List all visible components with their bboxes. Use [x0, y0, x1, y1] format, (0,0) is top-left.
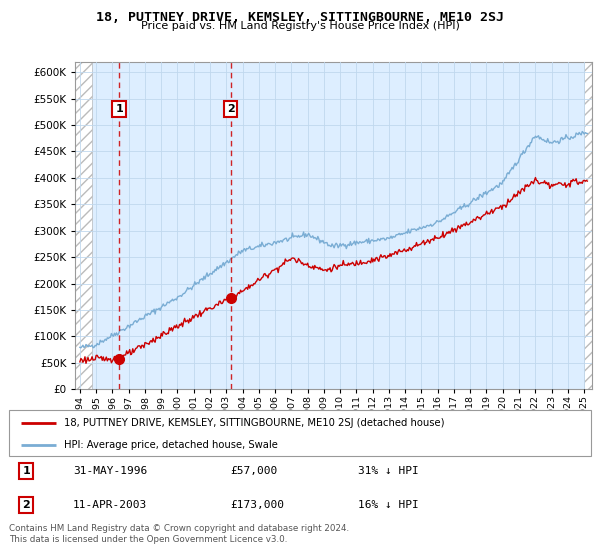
Text: Contains HM Land Registry data © Crown copyright and database right 2024.
This d: Contains HM Land Registry data © Crown c… [9, 524, 349, 544]
Text: 1: 1 [115, 104, 123, 114]
Text: 2: 2 [227, 104, 235, 114]
Text: HPI: Average price, detached house, Swale: HPI: Average price, detached house, Swal… [64, 440, 278, 450]
Bar [584, 62, 592, 389]
FancyBboxPatch shape [9, 410, 591, 456]
Text: 2: 2 [23, 500, 31, 510]
Bar [75, 62, 92, 389]
Text: 11-APR-2003: 11-APR-2003 [73, 500, 147, 510]
Text: 18, PUTTNEY DRIVE, KEMSLEY, SITTINGBOURNE, ME10 2SJ (detached house): 18, PUTTNEY DRIVE, KEMSLEY, SITTINGBOURN… [64, 418, 445, 428]
Text: Price paid vs. HM Land Registry's House Price Index (HPI): Price paid vs. HM Land Registry's House … [140, 21, 460, 31]
Text: 18, PUTTNEY DRIVE, KEMSLEY, SITTINGBOURNE, ME10 2SJ: 18, PUTTNEY DRIVE, KEMSLEY, SITTINGBOURN… [96, 11, 504, 24]
Text: 1: 1 [23, 466, 31, 476]
Text: 31% ↓ HPI: 31% ↓ HPI [358, 466, 419, 476]
Text: 16% ↓ HPI: 16% ↓ HPI [358, 500, 419, 510]
Text: 31-MAY-1996: 31-MAY-1996 [73, 466, 147, 476]
Bar [75, 62, 92, 389]
Text: £57,000: £57,000 [230, 466, 277, 476]
Bar [584, 62, 592, 389]
Text: £173,000: £173,000 [230, 500, 284, 510]
